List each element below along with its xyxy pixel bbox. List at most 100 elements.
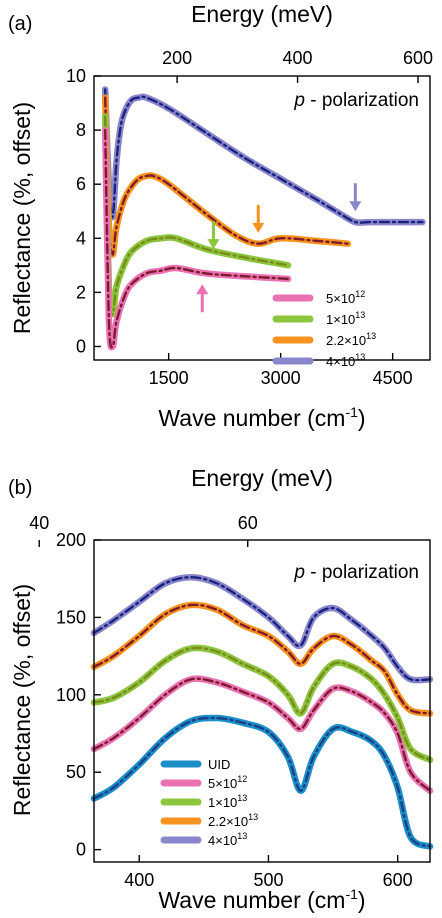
- y-tick-label: 100: [56, 685, 86, 705]
- fit-line-1: [104, 88, 424, 224]
- y-tick-label: 0: [76, 336, 86, 356]
- legend-label-exp: 12: [355, 289, 365, 299]
- chart-panel-b: (b)Energy (meV)4005006002040600501001502…: [8, 465, 434, 913]
- x2-tick-label: 400: [283, 48, 313, 68]
- legend-label: 1×1013: [326, 310, 365, 327]
- y-tick-label: 4: [76, 228, 86, 248]
- arrow-marker-4: [349, 183, 362, 212]
- y-axis-title: Reflectance (%, offset): [9, 584, 35, 816]
- x-axis-title-main: Wave number (cm: [158, 887, 345, 913]
- legend-label-exp: 13: [248, 812, 258, 822]
- series-line-2: [90, 675, 434, 795]
- legend-label-exp: 13: [237, 793, 247, 803]
- arrow-head: [349, 201, 362, 212]
- legend-label-base: 2.2×10: [326, 333, 366, 348]
- fit-line-3: [92, 646, 432, 761]
- legend-label-base: 1×10: [208, 795, 237, 810]
- legend-label-exp: 13: [355, 310, 365, 320]
- polarization-annotation: p - polarization: [293, 90, 419, 111]
- series-group: [90, 573, 434, 850]
- y-tick-label: 10: [66, 66, 86, 86]
- x-tick-label: 600: [383, 870, 413, 890]
- legend-label-exp: 13: [355, 352, 365, 362]
- legend-label: 4×1013: [326, 352, 365, 369]
- x-tick-label: 3000: [261, 368, 301, 388]
- legend-label-base: 2.2×10: [208, 814, 248, 829]
- top-axis-title: Energy (meV): [191, 1, 333, 27]
- legend-label-base: 5×10: [208, 776, 237, 791]
- panel-label: (a): [8, 13, 32, 35]
- x-axis-title-exp: -1: [345, 886, 358, 902]
- legend-label-exp: 12: [237, 774, 247, 784]
- x-tick-label: 1500: [149, 368, 189, 388]
- x-axis-title-end: ): [358, 887, 366, 913]
- legend-entry-5: 4×1013: [160, 831, 247, 848]
- x2-tick-label: 600: [403, 48, 433, 68]
- x-axis-title-main: Wave number (cm: [158, 405, 345, 431]
- fit-line-4: [104, 128, 290, 349]
- legend-label-base: 1×10: [326, 312, 355, 327]
- legend-entry-4: 4×1013: [272, 352, 365, 369]
- legend-label-base: 5×10: [326, 291, 355, 306]
- x2-tick-label: 40: [29, 513, 49, 533]
- y-tick-label: 200: [56, 530, 86, 550]
- panel-label: (b): [8, 477, 32, 499]
- legend-label-base: UID: [208, 757, 230, 772]
- legend-label-exp: 13: [366, 331, 376, 341]
- legend-entry-2: 5×1012: [160, 774, 247, 791]
- x2-tick-label: 200: [162, 48, 192, 68]
- annotation-rest: - polarization: [305, 90, 419, 111]
- fit-line-4: [92, 603, 432, 715]
- x-axis-title-exp: -1: [345, 404, 358, 420]
- x-tick-label: 4500: [373, 368, 413, 388]
- legend-label: UID: [208, 757, 230, 772]
- legend-label: 5×1012: [326, 289, 365, 306]
- legend-entry-2: 1×1013: [272, 310, 365, 327]
- y-axis-title: Reflectance (%, offset): [9, 102, 35, 334]
- x-tick-label: 500: [253, 870, 283, 890]
- series-line-1: [90, 714, 434, 850]
- legend-entry-3: 2.2×1013: [272, 331, 376, 348]
- annotation-rest: - polarization: [305, 562, 419, 583]
- legend-label: 2.2×1013: [326, 331, 376, 348]
- fit-line-1: [92, 716, 432, 848]
- y-tick-label: 2: [76, 282, 86, 302]
- legend-entry-4: 2.2×1013: [160, 812, 258, 829]
- x2-tick-label: 60: [238, 513, 258, 533]
- annotation-italic: p: [293, 562, 305, 583]
- plot-frame: [93, 75, 431, 361]
- legend-label-exp: 13: [237, 831, 247, 841]
- arrow-marker-1: [196, 284, 209, 313]
- y-tick-label: 50: [66, 762, 86, 782]
- top-axis-title: Energy (meV): [191, 465, 333, 491]
- arrow-head: [252, 222, 265, 233]
- legend-label: 5×1012: [208, 774, 247, 791]
- x-axis-title: Wave number (cm-1): [158, 404, 365, 431]
- legend-entry-3: 1×1013: [160, 793, 247, 810]
- legend-label: 4×1013: [208, 831, 247, 848]
- legend-entry-1: UID: [160, 757, 230, 772]
- legend-label: 1×1013: [208, 793, 247, 810]
- chart-panel-a: (a) Energy (meV) 1500 3000 4500 200 400 600 0 2 4 6…: [8, 1, 433, 431]
- x-tick-label: 400: [124, 870, 154, 890]
- series-group: [101, 86, 426, 351]
- fit-line-2: [92, 677, 432, 792]
- legend-label-base: 4×10: [208, 833, 237, 848]
- legend-entry-1: 5×1012: [272, 289, 365, 306]
- arrow-marker-3: [252, 204, 265, 233]
- annotation-italic: p: [293, 90, 305, 111]
- plot-frame: [93, 539, 431, 863]
- arrow-marker-2: [207, 221, 220, 250]
- polarization-annotation: p - polarization: [293, 562, 419, 583]
- x-axis-title: Wave number (cm-1): [158, 886, 365, 913]
- series-line-4: [101, 126, 292, 351]
- y-tick-label: 0: [76, 840, 86, 860]
- y-tick-label: 6: [76, 174, 86, 194]
- fit-line-5: [92, 575, 432, 682]
- legend-label: 2.2×1013: [208, 812, 258, 829]
- x-axis-title-end: ): [358, 405, 366, 431]
- legend-label-base: 4×10: [326, 354, 355, 369]
